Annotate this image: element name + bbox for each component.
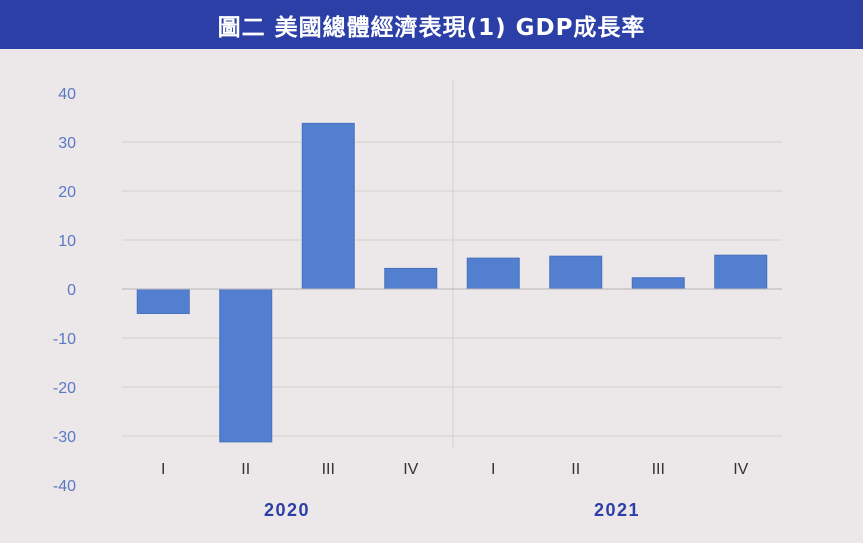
y-tick-label: -20 bbox=[53, 380, 76, 397]
x-tick-label: III bbox=[322, 461, 335, 478]
chart-area: 40 30 20 10 0 -10 -20 -30 -40 I II III IV I II III IV 202… bbox=[0, 49, 863, 543]
x-tick-label: III bbox=[652, 461, 665, 478]
y-tick-label: -40 bbox=[53, 478, 76, 495]
bar bbox=[466, 257, 520, 290]
x-tick-label: IV bbox=[403, 461, 418, 478]
y-tick-label: 0 bbox=[67, 282, 76, 299]
x-tick-label: II bbox=[241, 461, 250, 478]
chart-title: 圖二 美國總體經濟表現(1) GDP成長率 bbox=[217, 14, 646, 41]
x-tick-label: II bbox=[571, 461, 580, 478]
bar bbox=[714, 254, 768, 290]
bar bbox=[631, 277, 685, 290]
x-tick-label: IV bbox=[733, 461, 748, 478]
y-tick-label: 40 bbox=[58, 86, 76, 103]
y-tick-label: 10 bbox=[58, 233, 76, 250]
bar bbox=[136, 288, 190, 314]
year-label: 2021 bbox=[594, 500, 640, 520]
bar bbox=[549, 255, 603, 290]
bar bbox=[219, 288, 273, 443]
y-tick-label: -30 bbox=[53, 429, 76, 446]
y-tick-label: -10 bbox=[53, 331, 76, 348]
y-tick-label: 30 bbox=[58, 135, 76, 152]
y-tick-label: 20 bbox=[58, 184, 76, 201]
x-tick-label: I bbox=[161, 461, 165, 478]
bar bbox=[301, 122, 355, 290]
x-tick-label: I bbox=[491, 461, 495, 478]
bar bbox=[384, 267, 438, 290]
chart-header: 圖二 美國總體經濟表現(1) GDP成長率 bbox=[0, 0, 863, 49]
year-label: 2020 bbox=[264, 500, 310, 520]
